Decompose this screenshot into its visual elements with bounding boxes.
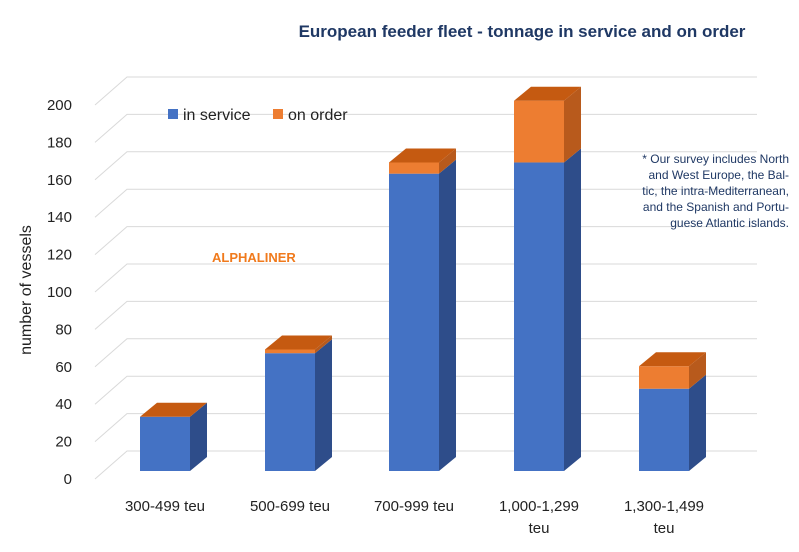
bar-top — [140, 402, 207, 417]
note-line: tic, the intra-Mediterranean, — [642, 184, 789, 198]
bar-in-service-side — [190, 402, 207, 471]
category-labels: 300-499 teu 500-699 teu 700-999 teu 1,000-1… — [125, 498, 704, 537]
x-tick-label: 500-699 teu — [250, 498, 330, 515]
watermark: ALPHALINER — [212, 250, 296, 265]
bar-in-service-front — [389, 173, 439, 472]
bar-in-service-side — [689, 374, 706, 471]
legend-swatch — [168, 109, 178, 119]
note-line: guese Atlantic islands. — [670, 216, 789, 230]
x-tick-label: 1,000-1,299 — [499, 498, 579, 515]
bar-in-service-front — [639, 388, 689, 471]
y-tick-label: 120 — [47, 247, 72, 264]
bar-group — [265, 335, 332, 471]
bar-on-order-side — [689, 352, 706, 389]
gridline — [94, 76, 757, 106]
y-tick-label: 180 — [47, 134, 72, 151]
note-line: * Our survey includes North — [642, 152, 789, 166]
x-tick-label: 300-499 teu — [125, 498, 205, 515]
x-tick-label: teu — [654, 520, 675, 537]
bar-on-order-side — [315, 335, 332, 354]
bar-top — [514, 86, 581, 101]
bar-group — [140, 402, 207, 471]
x-tick-label: 700-999 teu — [374, 498, 454, 515]
y-tick-label: 60 — [55, 359, 72, 376]
bar-in-service-front — [140, 416, 190, 471]
note-line: and West Europe, the Bal- — [648, 168, 789, 182]
y-tick-label: 140 — [47, 209, 72, 226]
bar-top — [639, 352, 706, 367]
x-tick-label: 1,300-1,499 — [624, 498, 704, 515]
y-tick-label: 0 — [64, 471, 72, 488]
bar-on-order-side — [564, 86, 581, 163]
bar-on-order-front — [389, 162, 439, 174]
legend-label: in service — [183, 107, 251, 124]
bar-on-order-front — [265, 349, 315, 354]
legend-label: on order — [288, 107, 348, 124]
y-tick-label: 160 — [47, 172, 72, 189]
note-line: and the Spanish and Portu- — [643, 200, 789, 214]
bar-in-service-side — [564, 148, 581, 471]
legend-swatch — [273, 109, 283, 119]
bar-on-order-side — [439, 148, 456, 174]
bar-group — [514, 86, 581, 471]
bar-in-service-side — [315, 339, 332, 471]
bar-group — [389, 148, 456, 472]
y-tick-label: 200 — [47, 97, 72, 114]
bar-top — [265, 335, 332, 350]
bar-on-order-front — [639, 366, 689, 389]
y-tick-label: 80 — [55, 321, 72, 338]
y-tick-label: 20 — [55, 434, 72, 451]
bar-group — [639, 352, 706, 471]
bar-in-service-front — [265, 353, 315, 471]
bar-top — [389, 148, 456, 163]
bar-in-service-side — [439, 159, 456, 472]
survey-note: * Our survey includes North and West Euro… — [642, 152, 789, 230]
y-axis-ticks: 0 20 40 60 80 100 120 140 160 180 200 — [47, 97, 72, 488]
y-tick-label: 40 — [55, 396, 72, 413]
legend: in service on order — [168, 107, 348, 124]
bar-on-order-front — [514, 100, 564, 163]
y-axis-label: number of vessels — [18, 225, 35, 355]
y-tick-label: 100 — [47, 284, 72, 301]
chart-title: European feeder fleet - tonnage in servi… — [299, 22, 746, 41]
x-tick-label: teu — [529, 520, 550, 537]
bars — [140, 86, 706, 472]
bar-in-service-front — [514, 162, 564, 471]
